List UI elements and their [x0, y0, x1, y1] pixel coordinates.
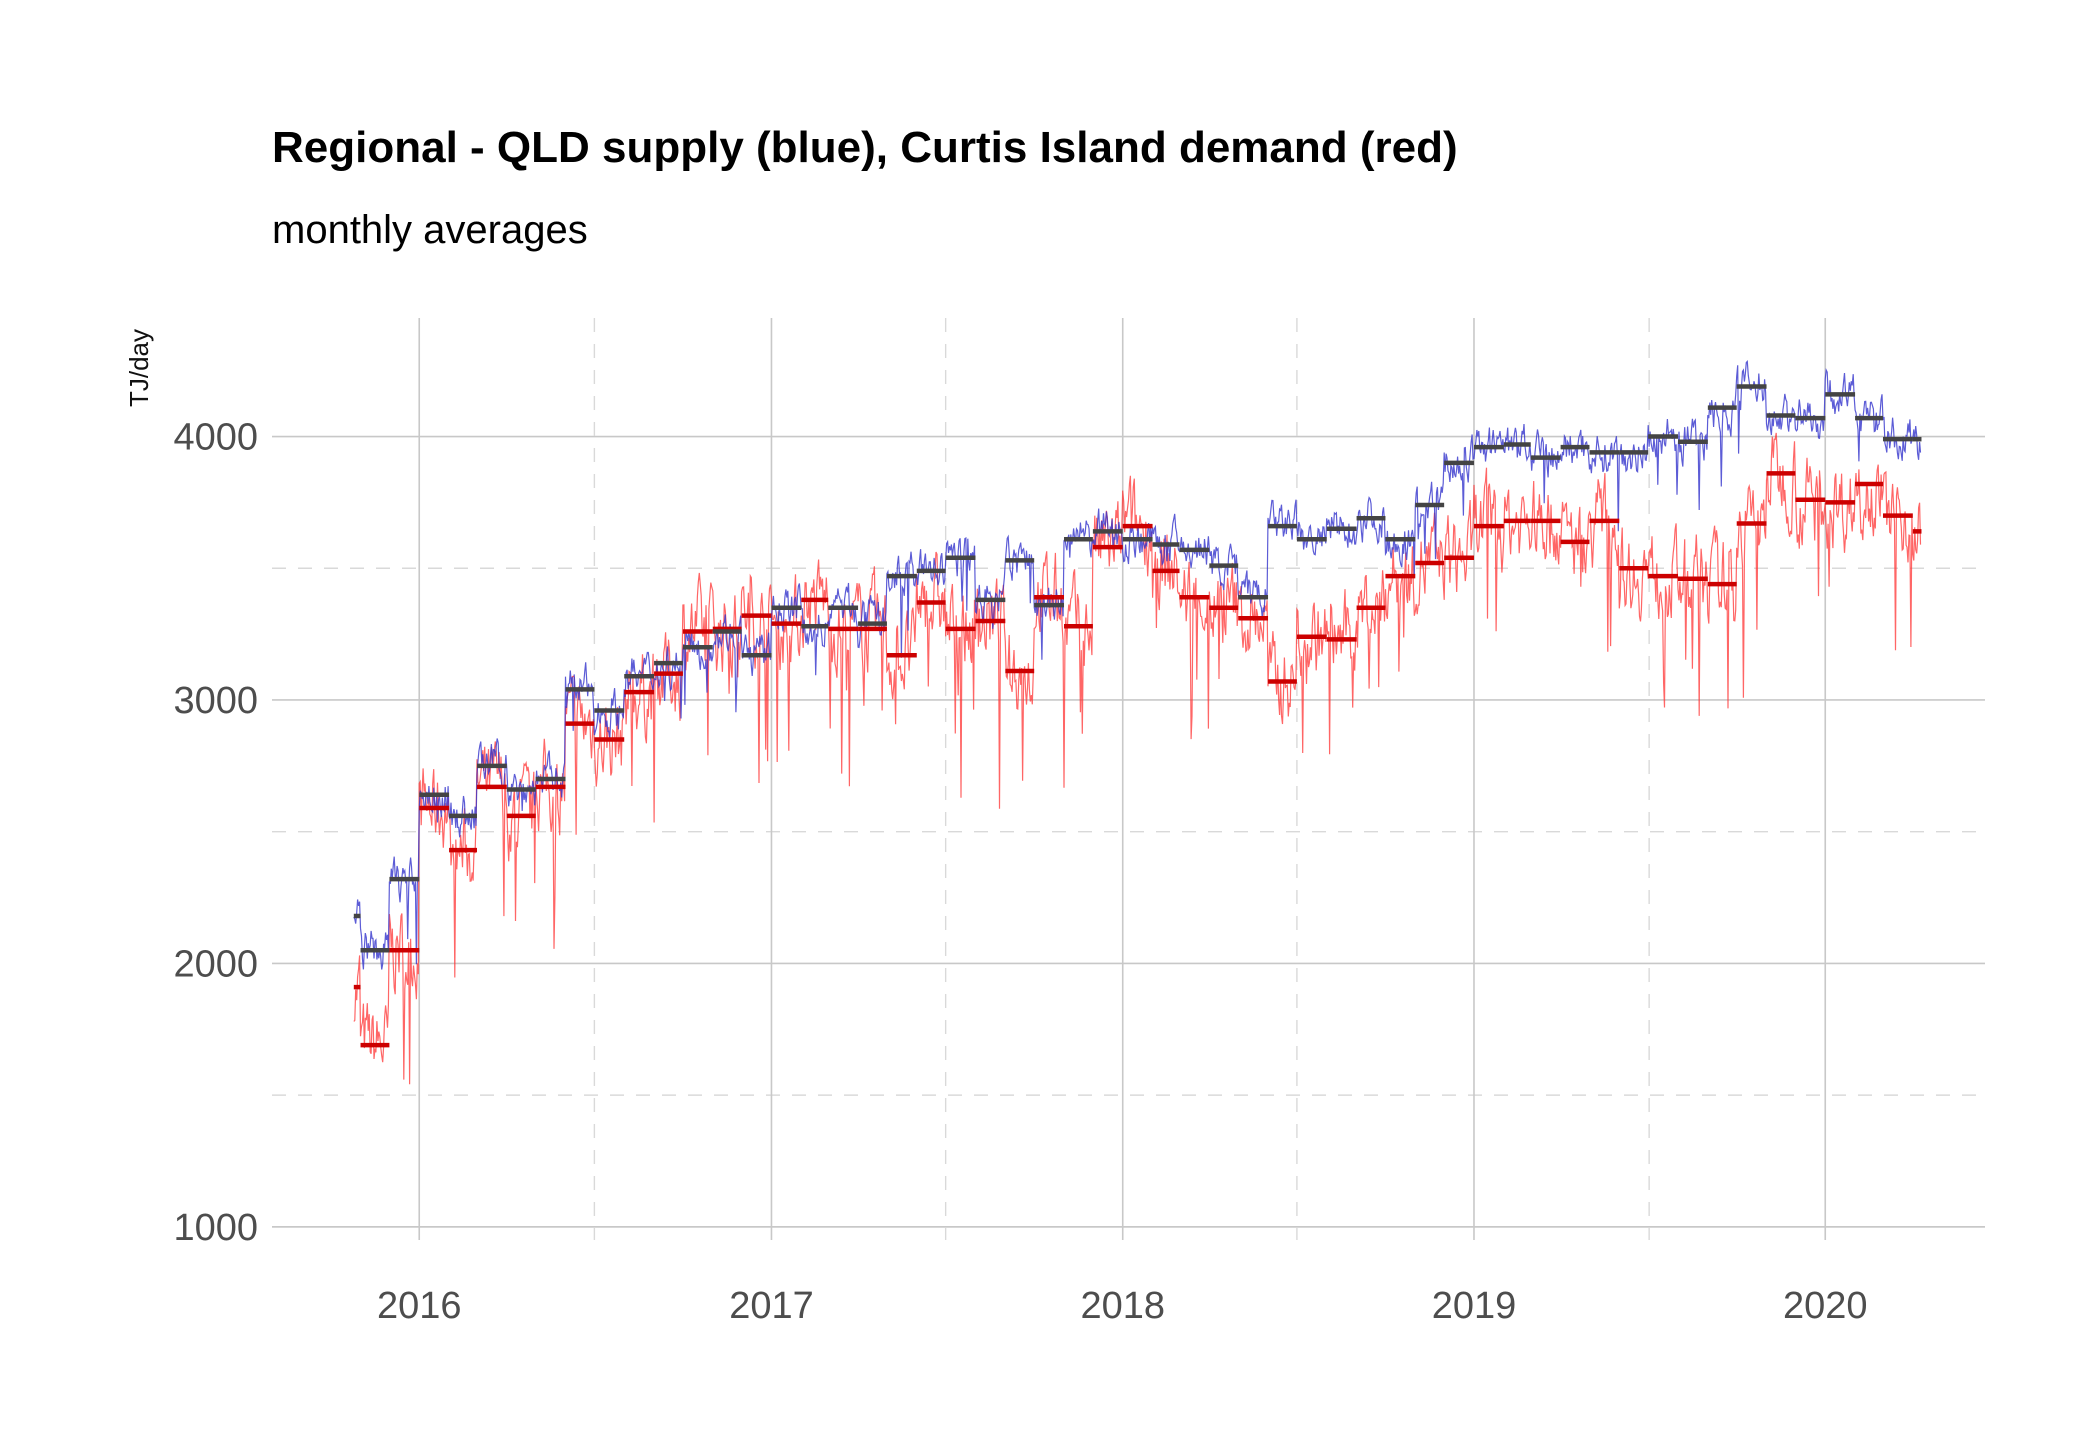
x-tick-label: 2017	[729, 1285, 814, 1327]
x-tick-label: 2016	[377, 1285, 462, 1327]
chart-title: Regional - QLD supply (blue), Curtis Isl…	[272, 123, 1458, 172]
x-tick-label: 2018	[1080, 1285, 1165, 1327]
x-axis-ticks: 2016 2017 2018 2019 2020	[377, 1285, 1868, 1327]
monthly-average-marks	[353, 384, 1922, 1048]
supply-daily-line	[353, 359, 1922, 970]
y-tick-label: 3000	[173, 680, 258, 722]
chart-subtitle: monthly averages	[272, 208, 588, 252]
grid	[272, 318, 1985, 1240]
x-tick-label: 2020	[1783, 1285, 1868, 1327]
y-axis-ticks: 1000 2000 3000 4000	[173, 417, 258, 1249]
x-tick-label: 2019	[1432, 1285, 1517, 1327]
y-axis-label: TJ/day	[124, 329, 154, 407]
y-tick-label: 2000	[173, 943, 258, 985]
y-tick-label: 1000	[173, 1207, 258, 1249]
y-tick-label: 4000	[173, 417, 258, 459]
